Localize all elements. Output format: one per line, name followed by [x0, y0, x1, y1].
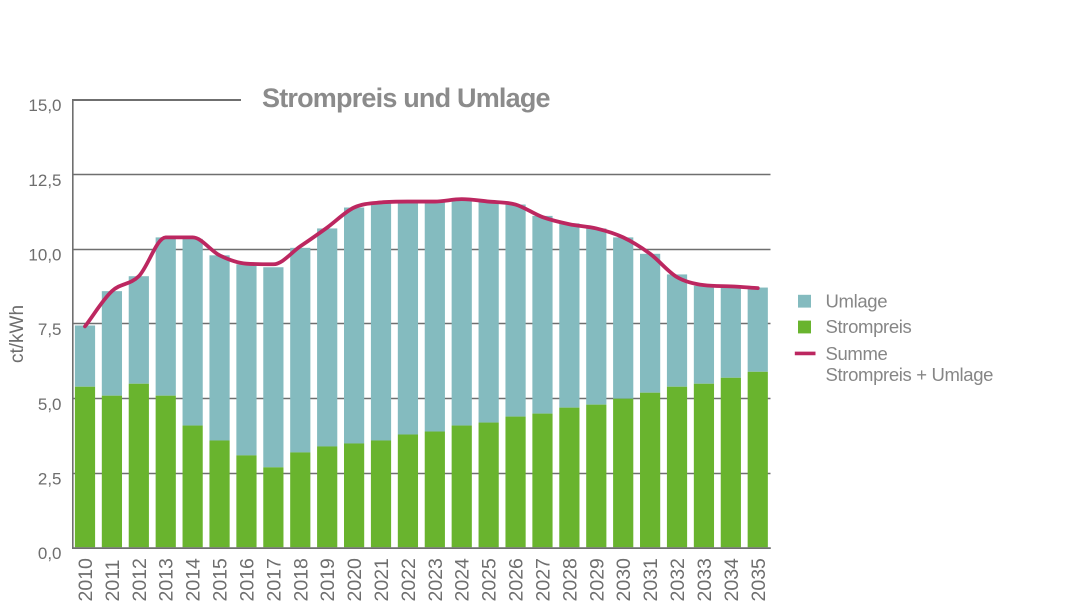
svg-text:2023: 2023	[425, 558, 447, 601]
svg-text:2034: 2034	[721, 558, 743, 602]
svg-text:12,5: 12,5	[28, 171, 61, 190]
svg-text:2022: 2022	[398, 558, 420, 601]
svg-text:2010: 2010	[75, 558, 97, 602]
svg-text:2018: 2018	[290, 558, 312, 601]
svg-text:2,5: 2,5	[38, 470, 62, 489]
svg-text:10,0: 10,0	[28, 246, 61, 265]
svg-text:2030: 2030	[613, 558, 635, 602]
svg-text:2013: 2013	[156, 558, 178, 601]
svg-text:2017: 2017	[263, 558, 285, 601]
svg-text:2011: 2011	[102, 560, 124, 602]
svg-text:2029: 2029	[586, 558, 608, 601]
svg-text:2012: 2012	[129, 558, 151, 601]
svg-text:Summe: Summe	[826, 343, 888, 364]
svg-text:5,0: 5,0	[38, 395, 62, 414]
svg-text:2028: 2028	[559, 558, 581, 601]
svg-text:ct/kWh: ct/kWh	[7, 305, 28, 363]
svg-text:Strompreis und Umlage: Strompreis und Umlage	[262, 83, 551, 113]
svg-text:2014: 2014	[183, 558, 205, 602]
svg-text:2016: 2016	[236, 558, 258, 601]
svg-text:Umlage: Umlage	[826, 290, 888, 311]
svg-text:2033: 2033	[694, 558, 716, 601]
svg-text:2015: 2015	[210, 558, 232, 602]
svg-text:2024: 2024	[452, 558, 474, 602]
svg-text:Strompreis + Umlage: Strompreis + Umlage	[826, 364, 994, 385]
svg-text:15,0: 15,0	[28, 96, 61, 115]
svg-text:Strompreis: Strompreis	[826, 316, 912, 337]
svg-text:2031: 2031	[640, 558, 662, 601]
svg-text:2026: 2026	[506, 558, 528, 601]
svg-text:2027: 2027	[532, 558, 554, 601]
svg-text:2032: 2032	[667, 558, 689, 601]
svg-text:2021: 2021	[371, 558, 393, 601]
svg-text:2019: 2019	[317, 558, 339, 601]
svg-text:2025: 2025	[479, 558, 501, 602]
svg-text:7,5: 7,5	[38, 320, 62, 339]
svg-text:2020: 2020	[344, 558, 366, 602]
svg-text:2035: 2035	[748, 558, 770, 602]
svg-text:0,0: 0,0	[38, 544, 62, 563]
